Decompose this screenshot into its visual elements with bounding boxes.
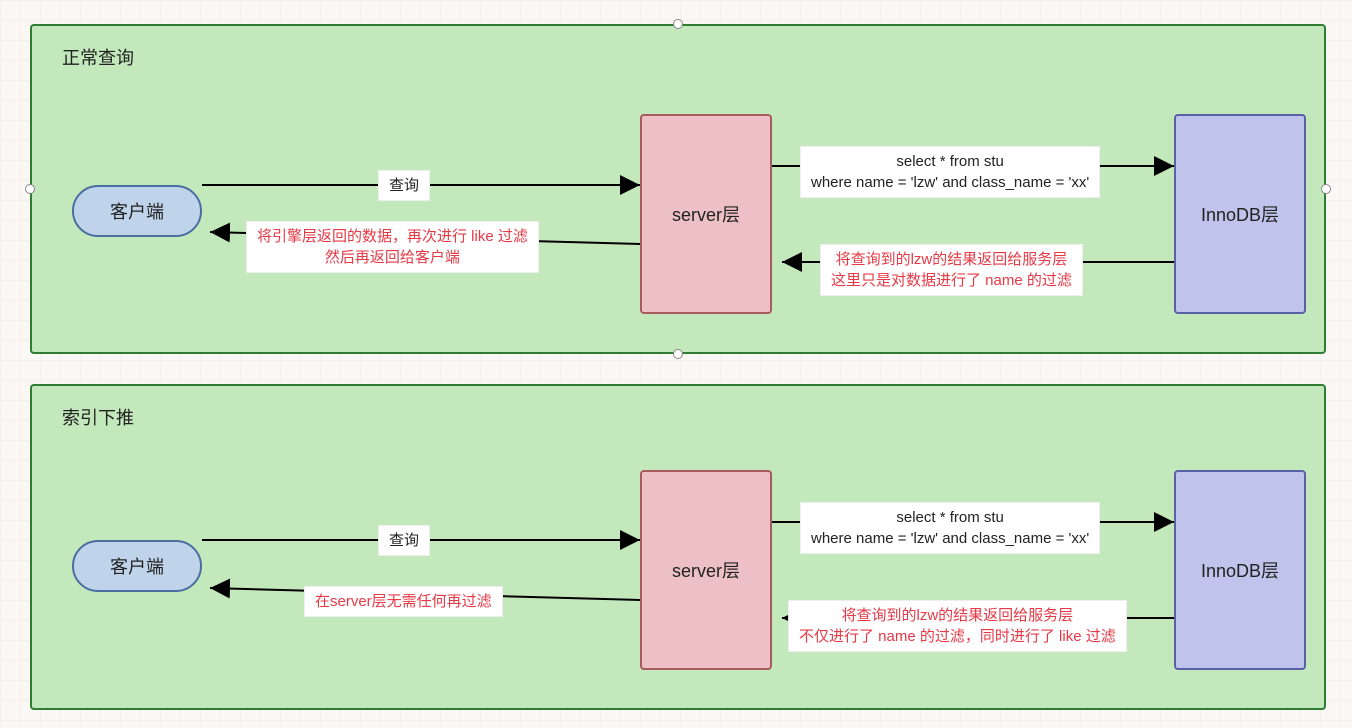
node-server-top: server层 — [640, 114, 772, 314]
edge-label-top-return-server: 将查询到的lzw的结果返回给服务层这里只是对数据进行了 name 的过滤 — [820, 244, 1083, 296]
sel-handle — [673, 19, 683, 29]
node-client-top-label: 客户端 — [110, 198, 164, 224]
edge-label-bot-return-server: 将查询到的lzw的结果返回给服务层不仅进行了 name 的过滤，同时进行了 li… — [788, 600, 1127, 652]
node-client-bottom-label: 客户端 — [110, 553, 164, 579]
edge-label-top-query: 查询 — [378, 170, 430, 201]
node-innodb-top-label: InnoDB层 — [1201, 201, 1279, 227]
node-server-top-label: server层 — [672, 201, 740, 227]
node-client-bottom: 客户端 — [72, 540, 202, 592]
node-server-bottom: server层 — [640, 470, 772, 670]
panel-title-pushdown: 索引下推 — [62, 404, 134, 430]
edge-label-bot-sql: select * from stuwhere name = 'lzw' and … — [800, 502, 1100, 554]
sel-handle — [673, 349, 683, 359]
edge-label-bot-return-client: 在server层无需任何再过滤 — [304, 586, 503, 617]
node-innodb-bottom: InnoDB层 — [1174, 470, 1306, 670]
node-server-bottom-label: server层 — [672, 557, 740, 583]
node-innodb-top: InnoDB层 — [1174, 114, 1306, 314]
edge-label-top-return-client: 将引擎层返回的数据，再次进行 like 过滤然后再返回给客户端 — [246, 221, 539, 273]
node-innodb-bottom-label: InnoDB层 — [1201, 557, 1279, 583]
edge-label-bot-query: 查询 — [378, 525, 430, 556]
edge-label-top-sql: select * from stuwhere name = 'lzw' and … — [800, 146, 1100, 198]
panel-title-normal: 正常查询 — [62, 44, 134, 70]
sel-handle — [25, 184, 35, 194]
node-client-top: 客户端 — [72, 185, 202, 237]
sel-handle — [1321, 184, 1331, 194]
